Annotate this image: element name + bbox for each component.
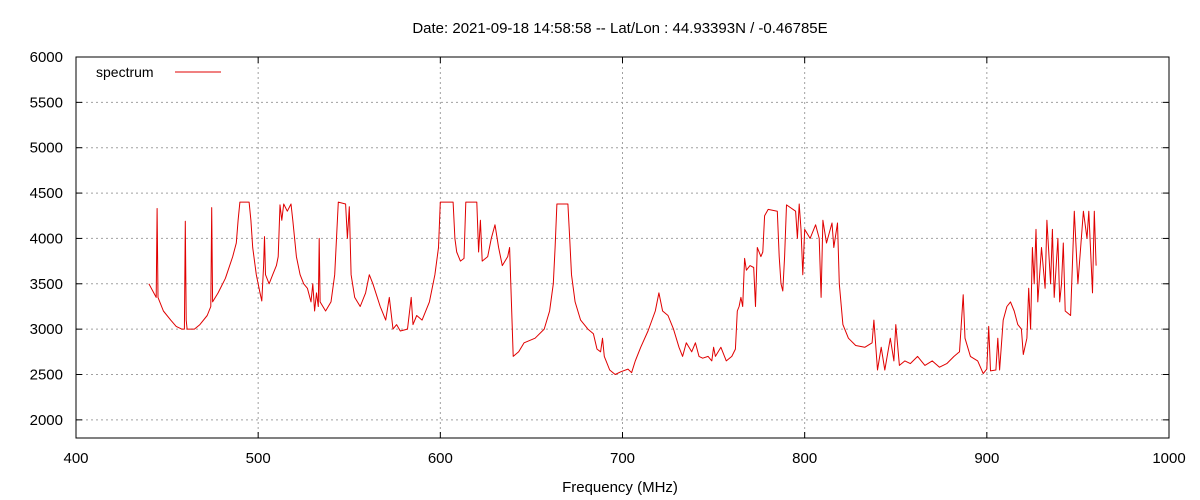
y-tick-label-5000: 5000 bbox=[30, 140, 63, 157]
legend-label-spectrum: spectrum bbox=[96, 64, 154, 80]
x-tick-label-800: 800 bbox=[792, 450, 817, 467]
y-tick-label-2500: 2500 bbox=[30, 367, 63, 384]
series-layer bbox=[148, 201, 1097, 375]
x-tick-label-700: 700 bbox=[610, 450, 635, 467]
x-tick-label-500: 500 bbox=[246, 450, 271, 467]
series-line-spectrum bbox=[148, 201, 1097, 375]
x-tick-label-400: 400 bbox=[63, 450, 88, 467]
y-tick-label-4500: 4500 bbox=[30, 185, 63, 202]
x-axis-label: Frequency (MHz) bbox=[562, 479, 678, 496]
y-tick-label-3000: 3000 bbox=[30, 321, 63, 338]
tick-labels: 400 500 600 700 800 900 1000 2000 2500 3000 3500 40… bbox=[30, 49, 1186, 467]
y-tick-label-3500: 3500 bbox=[30, 276, 63, 293]
grid bbox=[76, 57, 1169, 438]
y-tick-label-5500: 5500 bbox=[30, 94, 63, 111]
y-tick-label-4000: 4000 bbox=[30, 230, 63, 247]
x-tick-label-900: 900 bbox=[974, 450, 999, 467]
legend: spectrum bbox=[96, 64, 221, 80]
chart-title: Date: 2021-09-18 14:58:58 -- Lat/Lon : 4… bbox=[412, 20, 827, 37]
x-tick-label-1000: 1000 bbox=[1152, 450, 1185, 467]
y-tick-label-2000: 2000 bbox=[30, 412, 63, 429]
y-tick-label-6000: 6000 bbox=[30, 49, 63, 66]
x-tick-label-600: 600 bbox=[428, 450, 453, 467]
axis-ticks bbox=[75, 56, 1170, 438]
